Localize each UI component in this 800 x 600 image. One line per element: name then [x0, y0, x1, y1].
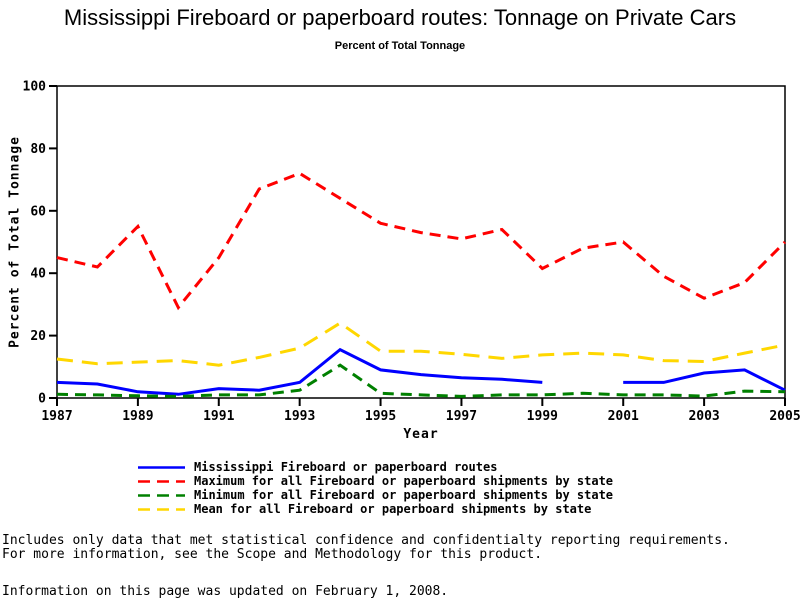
- legend-label: Minimum for all Fireboard or paperboard …: [194, 488, 614, 502]
- x-tick-label: 1987: [41, 409, 72, 424]
- legend-swatch-line: [138, 465, 185, 469]
- legend-item: Mississippi Fireboard or paperboard rout…: [138, 460, 613, 474]
- chart-title: Mississippi Fireboard or paperboard rout…: [63, 5, 737, 30]
- x-tick-label: 1997: [446, 409, 477, 424]
- legend-swatch-line: [138, 479, 185, 483]
- legend-swatch-line: [138, 493, 185, 497]
- footnote-block: Includes only data that met statistical …: [2, 534, 730, 562]
- footnote-line-1: Includes only data that met statistical …: [2, 533, 730, 548]
- footnote-line-2: For more information, see the Scope and …: [2, 547, 543, 562]
- plot-area: 0 20 40 60 80 100 1987 1989 1991 1993 1995 1997 1999…: [23, 80, 800, 425]
- y-tick-label: 100: [23, 80, 47, 95]
- legend-label: Mean for all Fireboard or paperboard shi…: [194, 502, 592, 516]
- x-tick-label: 2001: [608, 409, 639, 424]
- legend-swatch-line: [138, 507, 185, 511]
- x-axis-title: Year: [403, 427, 439, 442]
- legend-label: Maximum for all Fireboard or paperboard …: [194, 474, 614, 488]
- y-tick-label: 40: [30, 267, 46, 282]
- legend-item: Mean for all Fireboard or paperboard shi…: [138, 502, 613, 516]
- x-tick-label: 1995: [365, 409, 396, 424]
- legend-line-swatch-red: [138, 475, 185, 488]
- x-tick-label: 2003: [688, 409, 719, 424]
- series-line-2: [56, 363, 786, 398]
- x-tick-label: 1993: [284, 409, 315, 424]
- series-line-0: [56, 347, 786, 396]
- x-tick-label: 1989: [122, 409, 153, 424]
- y-tick-label: 60: [30, 204, 46, 219]
- legend-line-swatch-blue: [138, 461, 185, 474]
- legend-item: Minimum for all Fireboard or paperboard …: [138, 488, 613, 502]
- update-note: Information on this page was updated on …: [2, 584, 449, 599]
- y-tick-label: 0: [38, 392, 46, 407]
- series-line-3: [56, 321, 786, 367]
- legend-label: Mississippi Fireboard or paperboard rout…: [194, 460, 498, 474]
- y-tick-label: 20: [30, 329, 46, 344]
- x-tick-label: 1991: [203, 409, 234, 424]
- series-line-1: [56, 171, 787, 311]
- legend-line-swatch-green: [138, 489, 185, 502]
- chart-subtitle: Percent of Total Tonnage: [334, 40, 466, 52]
- legend-line-swatch-yellow: [138, 503, 185, 516]
- y-axis-title: Percent of Total Tonnage: [7, 136, 23, 348]
- y-tick-label: 80: [30, 142, 46, 157]
- x-tick-label: 2005: [769, 409, 800, 424]
- x-tick-label: 1999: [527, 409, 558, 424]
- legend-item: Maximum for all Fireboard or paperboard …: [138, 474, 613, 488]
- legend: Mississippi Fireboard or paperboard rout…: [138, 460, 613, 516]
